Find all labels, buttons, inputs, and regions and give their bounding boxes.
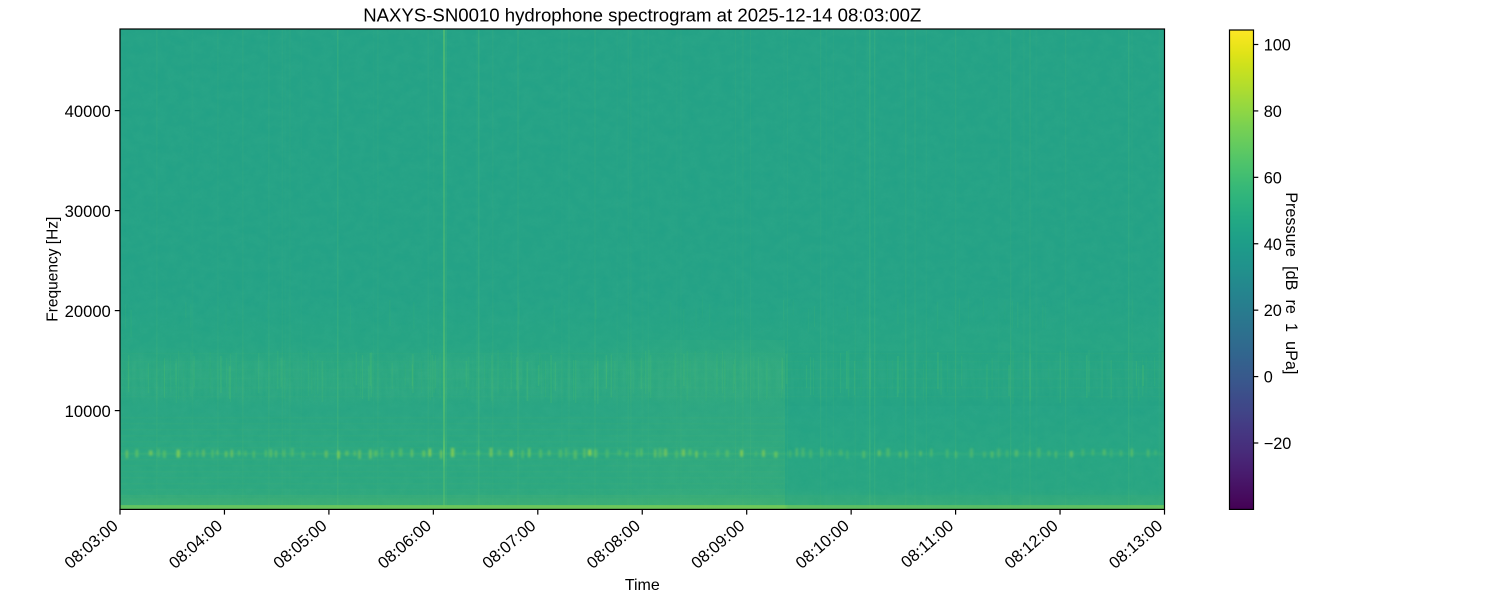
svg-text:−20: −20 xyxy=(1264,435,1292,453)
svg-text:60: 60 xyxy=(1264,169,1282,187)
svg-text:Pressure [dB re 1 uPa]: Pressure [dB re 1 uPa] xyxy=(1282,192,1300,374)
svg-text:20000: 20000 xyxy=(65,302,111,321)
svg-text:30000: 30000 xyxy=(65,202,111,221)
svg-text:80: 80 xyxy=(1264,103,1282,121)
svg-text:Time: Time xyxy=(625,577,660,594)
svg-text:100: 100 xyxy=(1264,37,1291,55)
svg-text:NAXYS-SN0010 hydrophone spectr: NAXYS-SN0010 hydrophone spectrogram at 2… xyxy=(363,5,921,26)
svg-text:20: 20 xyxy=(1264,302,1282,320)
svg-text:Frequency [Hz]: Frequency [Hz] xyxy=(44,217,61,322)
svg-text:40000: 40000 xyxy=(65,102,111,121)
svg-text:10000: 10000 xyxy=(65,402,111,421)
svg-text:40: 40 xyxy=(1264,236,1282,254)
svg-text:0: 0 xyxy=(1264,369,1273,387)
